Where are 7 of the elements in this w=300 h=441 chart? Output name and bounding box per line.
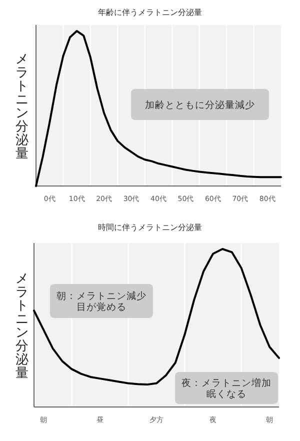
- annotation: 加齢とともに分泌量減少: [145, 99, 255, 111]
- chart-title: 年齢に伴うメラトニン分泌量: [98, 8, 202, 17]
- y-axis-title: メラトニン分泌量: [16, 52, 28, 162]
- y-axis-title: メラトニン分泌量: [16, 271, 28, 381]
- chart-title: 時間に伴うメラトニン分泌量: [98, 223, 202, 232]
- annotation: 朝：メラトニン減少目が覚める: [56, 290, 146, 313]
- annotation: 夜：メラトニン増加眠くなる: [182, 377, 272, 400]
